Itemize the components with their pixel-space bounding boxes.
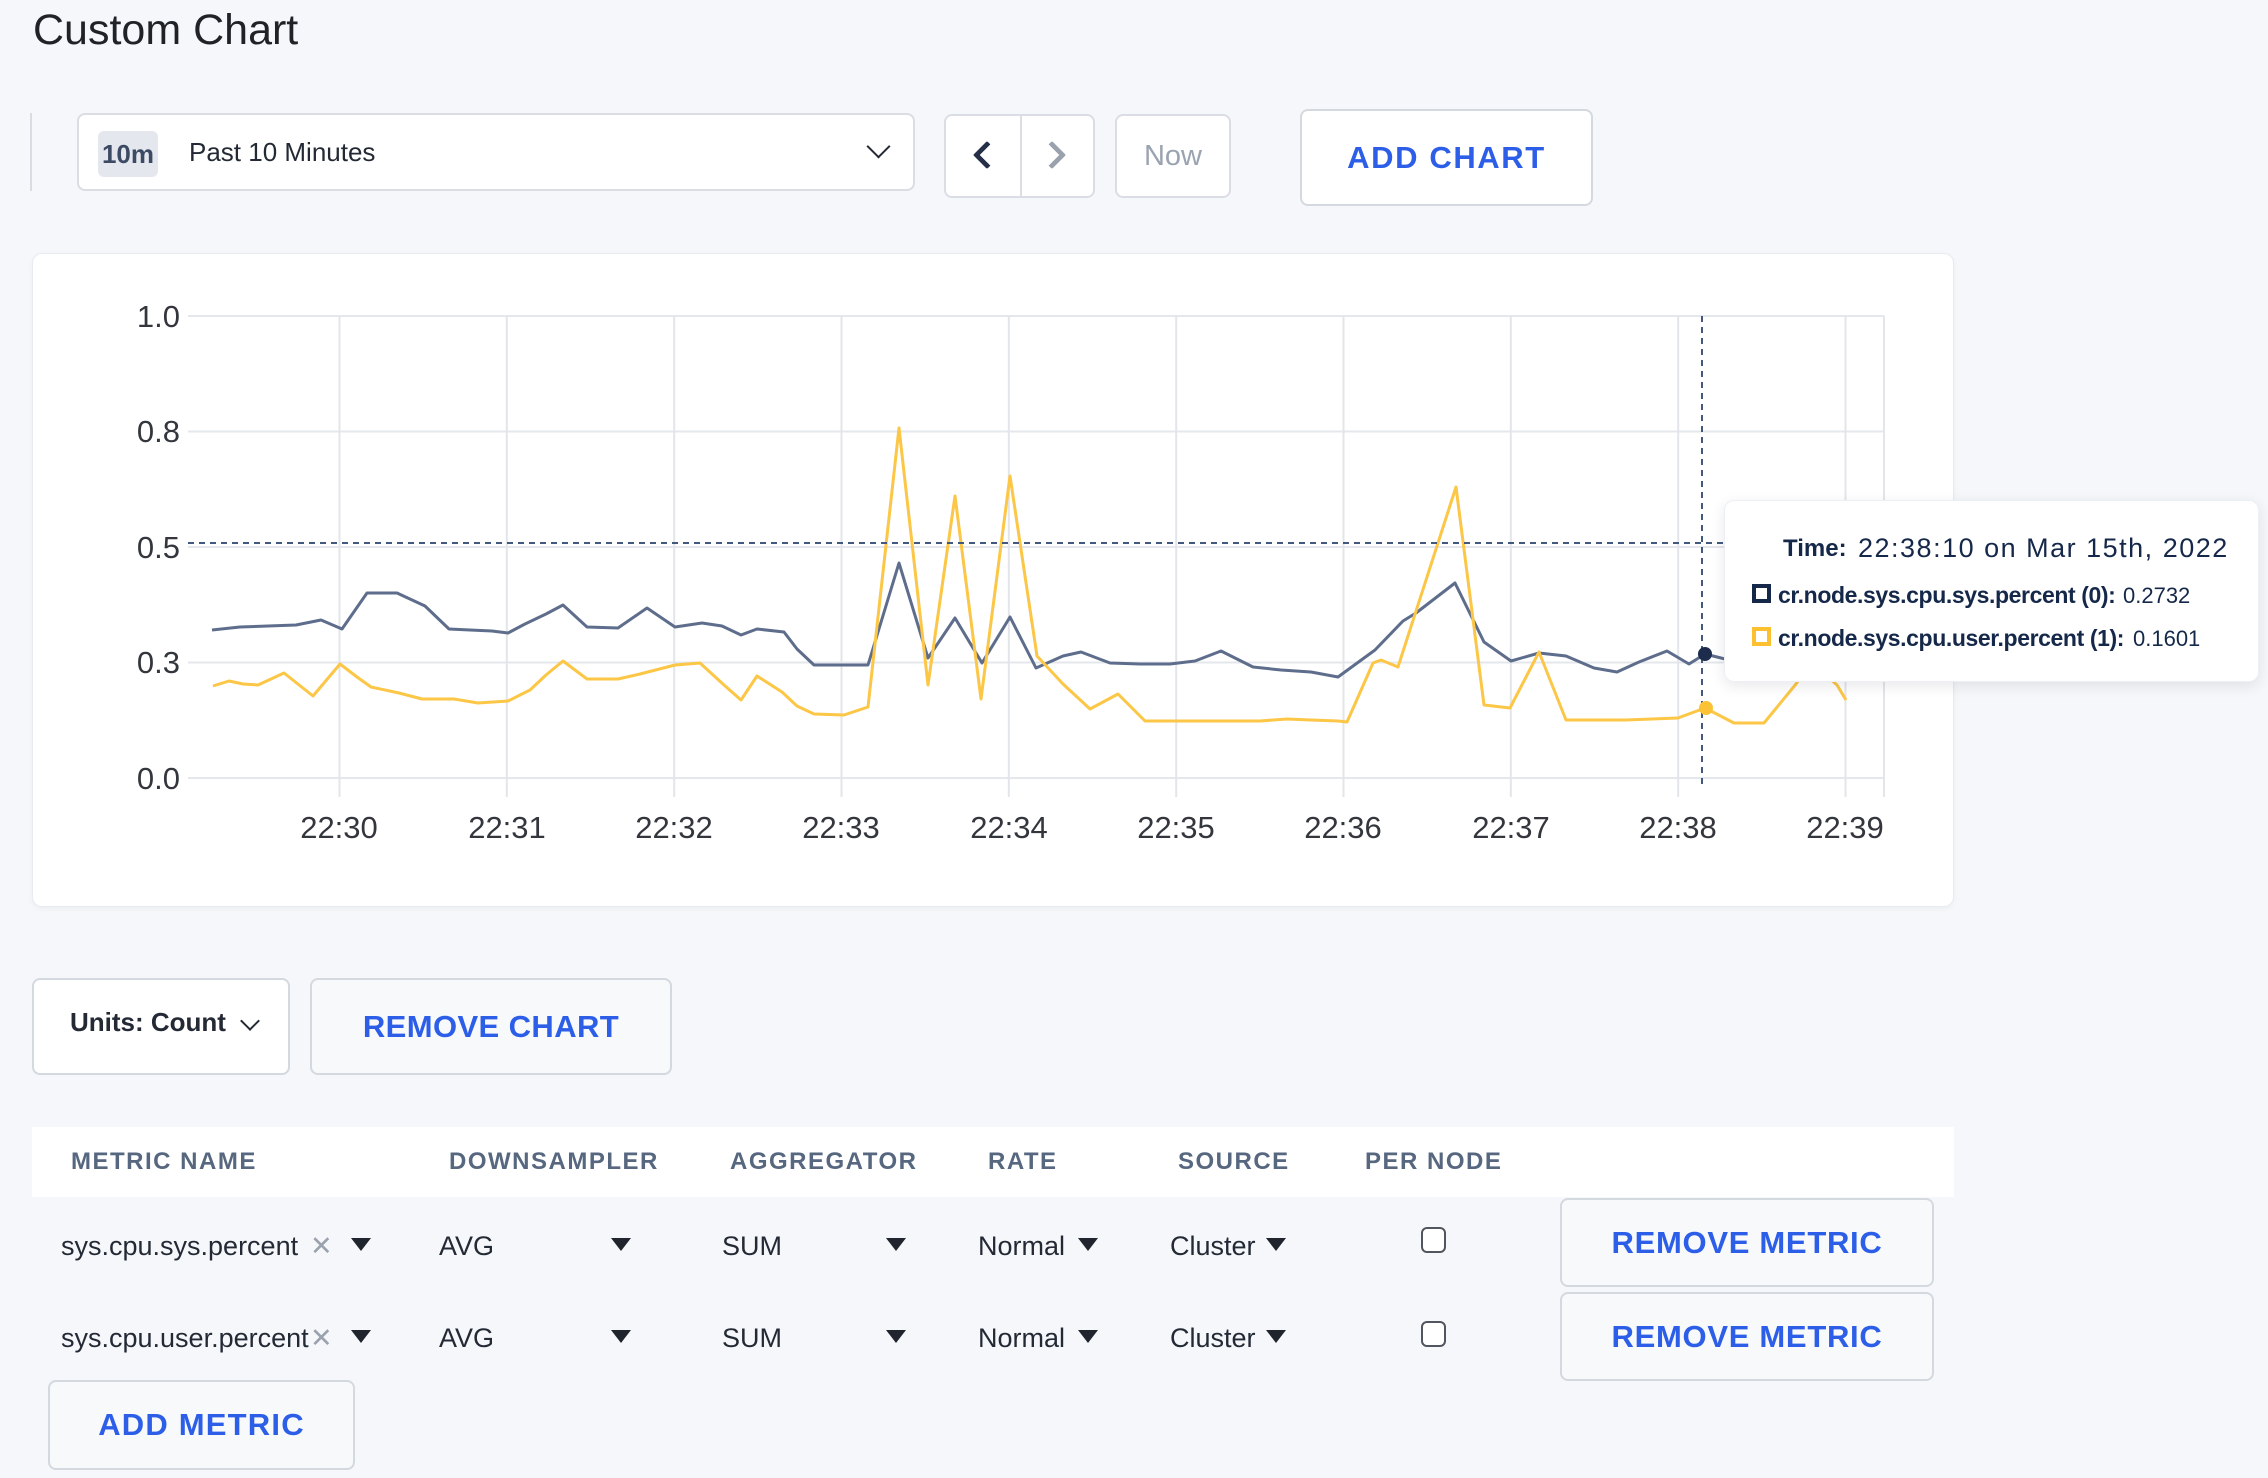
svg-text:22:39: 22:39 [1806, 810, 1884, 845]
svg-text:0.0: 0.0 [137, 761, 180, 796]
svg-text:22:34: 22:34 [970, 810, 1048, 845]
svg-text:0.5: 0.5 [137, 530, 180, 565]
svg-text:1.0: 1.0 [137, 299, 180, 334]
svg-text:22:36: 22:36 [1304, 810, 1382, 845]
svg-text:22:31: 22:31 [468, 810, 546, 845]
svg-text:22:38: 22:38 [1639, 810, 1717, 845]
svg-text:0.8: 0.8 [137, 414, 180, 449]
svg-text:22:37: 22:37 [1472, 810, 1550, 845]
svg-text:22:35: 22:35 [1137, 810, 1215, 845]
svg-text:22:30: 22:30 [300, 810, 378, 845]
svg-text:22:33: 22:33 [802, 810, 880, 845]
svg-text:22:32: 22:32 [635, 810, 713, 845]
svg-text:0.3: 0.3 [137, 645, 180, 680]
